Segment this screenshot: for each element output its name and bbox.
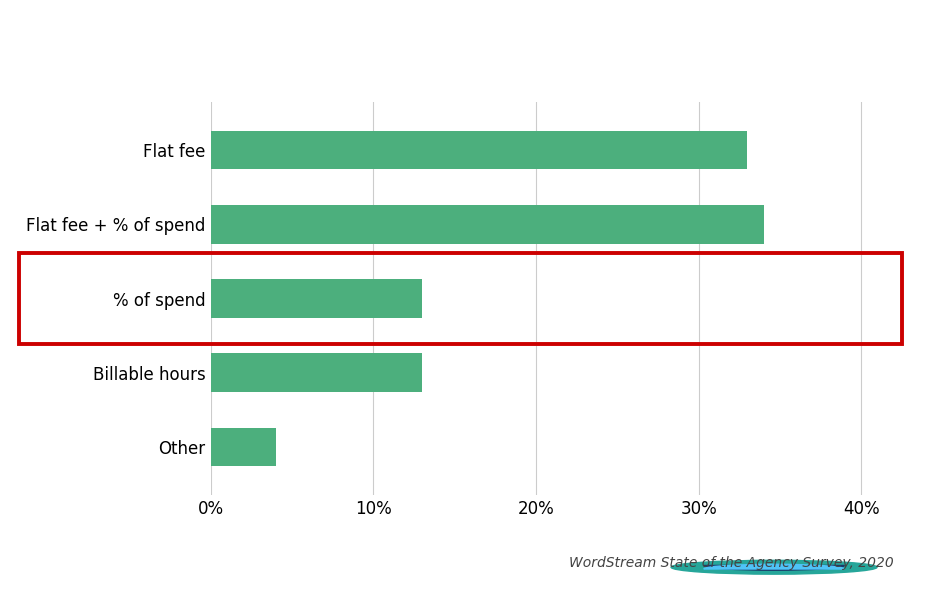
Text: WordStream: WordStream	[737, 548, 903, 572]
Wedge shape	[704, 565, 844, 570]
Bar	[211, 353, 422, 392]
Wedge shape	[704, 564, 844, 569]
Bar	[211, 428, 276, 466]
Circle shape	[671, 560, 877, 574]
Text: How do you price your PPC services: How do you price your PPC services	[131, 26, 805, 59]
Text: By LOCALiQ: By LOCALiQ	[841, 581, 903, 591]
Bar	[211, 279, 422, 318]
Text: WordStream State of the Agency Survey, 2020: WordStream State of the Agency Survey, 2…	[569, 556, 894, 570]
Bar	[211, 131, 748, 169]
Bar	[211, 205, 764, 244]
